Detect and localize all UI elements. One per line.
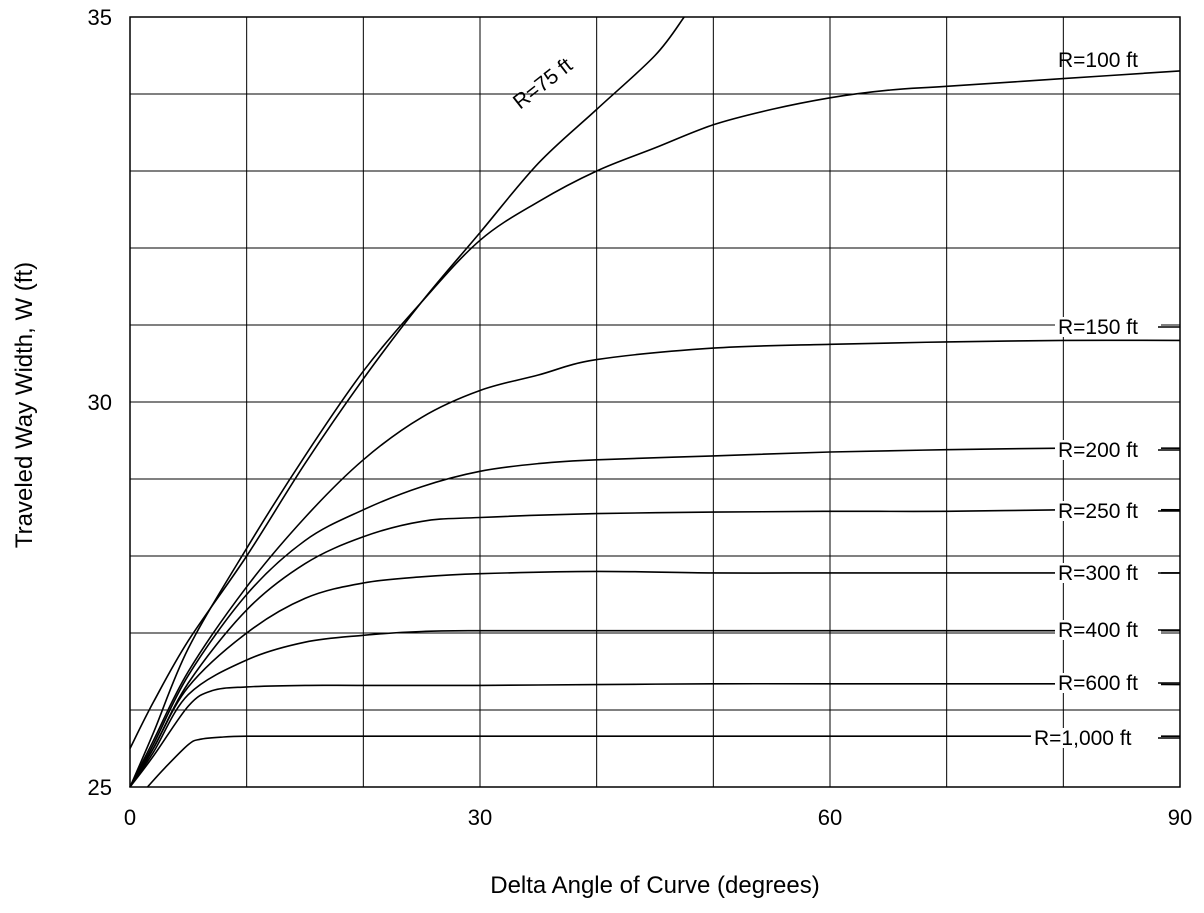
series-line-2	[129, 339, 1181, 788]
label-mask	[1031, 728, 1161, 748]
series-line-0	[129, 16, 685, 749]
label-mask	[1055, 620, 1161, 640]
series-line-1	[129, 70, 1181, 788]
series-label-8: R=1,000 ft	[1034, 727, 1132, 750]
y-tick-label: 30	[88, 390, 112, 415]
series-label-0: R=75 ft	[509, 54, 577, 114]
series-labels: R=75 ft R=100 ft R=150 ft R=200 ft R=250 ft R…	[509, 49, 1180, 750]
x-tick-label: 30	[468, 805, 492, 830]
label-mask	[1055, 501, 1161, 521]
x-axis-title: Delta Angle of Curve (degrees)	[490, 872, 820, 899]
label-mask	[1055, 440, 1161, 460]
series-line-3	[129, 447, 1181, 788]
grid	[129, 16, 1181, 788]
series-line-6	[129, 629, 1180, 788]
label-mask	[1055, 563, 1161, 583]
series-line-4	[129, 508, 1181, 788]
label-mask	[1055, 673, 1161, 693]
y-axis-title: Traveled Way Width, W (ft)	[11, 262, 38, 548]
series-label-2: R=150 ft	[1058, 316, 1138, 339]
series-label-7: R=600 ft	[1058, 672, 1138, 695]
series-label-4: R=250 ft	[1058, 500, 1138, 523]
series-line-5	[129, 570, 1180, 788]
x-tick-label: 90	[1168, 805, 1192, 830]
x-tick-label: 60	[818, 805, 842, 830]
plot-frame	[129, 16, 1181, 788]
series-lines	[129, 16, 1181, 788]
series-label-3: R=200 ft	[1058, 439, 1138, 462]
series-line-7	[129, 682, 1181, 788]
series-label-5: R=300 ft	[1058, 562, 1138, 585]
y-tick-label: 35	[88, 5, 112, 30]
y-tick-label: 25	[88, 775, 112, 800]
series-label-6: R=400 ft	[1058, 619, 1138, 642]
series-line-8	[146, 735, 1180, 788]
series-label-1: R=100 ft	[1058, 49, 1138, 72]
label-mask	[1055, 317, 1161, 337]
x-tick-label: 0	[124, 805, 136, 830]
tick-labels: 0 30 60 90 25 30 35	[88, 5, 1193, 830]
